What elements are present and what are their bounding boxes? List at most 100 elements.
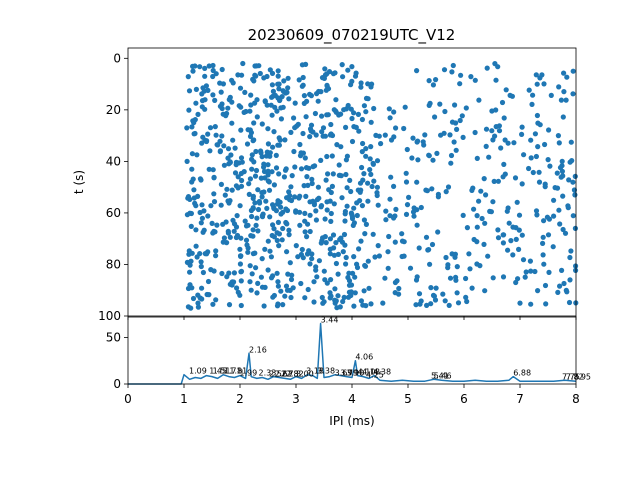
scatter-point xyxy=(244,141,251,147)
scatter-point xyxy=(261,164,267,170)
scatter-point xyxy=(307,261,313,267)
scatter-point xyxy=(213,132,219,138)
scatter-point xyxy=(387,196,393,202)
scatter-point xyxy=(197,251,203,257)
scatter-point xyxy=(530,92,536,98)
scatter-point xyxy=(258,175,264,181)
scatter-point xyxy=(230,137,236,143)
scatter-point xyxy=(376,253,382,259)
scatter-y-tick-label: 40 xyxy=(106,154,121,168)
scatter-point xyxy=(275,279,281,285)
scatter-point xyxy=(352,290,358,296)
scatter-point xyxy=(309,251,315,257)
scatter-point xyxy=(199,285,205,291)
peak-label: 7.75 xyxy=(562,372,580,381)
scatter-point xyxy=(254,215,260,221)
scatter-point xyxy=(320,125,327,131)
scatter-point xyxy=(349,138,356,145)
scatter-point xyxy=(401,125,407,132)
scatter-point xyxy=(567,254,573,261)
scatter-point xyxy=(304,174,310,180)
peak-label: 1.45 xyxy=(209,367,227,376)
scatter-point xyxy=(205,131,211,137)
scatter-point xyxy=(435,229,441,235)
scatter-point xyxy=(294,123,300,129)
scatter-point xyxy=(328,218,334,224)
scatter-point xyxy=(551,197,557,203)
scatter-point xyxy=(491,178,497,184)
scatter-point xyxy=(533,72,539,78)
scatter-point xyxy=(237,246,243,252)
scatter-point xyxy=(298,251,304,258)
scatter-point xyxy=(546,216,553,222)
scatter-point xyxy=(285,85,291,91)
peak-label: 3.00 xyxy=(296,370,314,379)
scatter-point xyxy=(351,303,357,309)
scatter-point xyxy=(232,145,238,151)
scatter-point xyxy=(238,268,245,274)
scatter-point xyxy=(572,192,578,198)
scatter-point xyxy=(429,241,436,248)
scatter-point xyxy=(385,249,391,255)
scatter-point xyxy=(528,268,534,274)
scatter-point xyxy=(550,244,556,250)
scatter-point xyxy=(318,157,324,163)
scatter-point xyxy=(516,246,522,252)
scatter-point xyxy=(219,133,225,139)
scatter-point xyxy=(255,187,261,193)
scatter-point xyxy=(331,252,337,258)
scatter-point xyxy=(404,202,411,208)
scatter-point xyxy=(532,268,538,275)
scatter-point xyxy=(208,203,214,209)
scatter-point xyxy=(563,97,569,103)
scatter-point xyxy=(349,115,355,122)
scatter-point xyxy=(526,165,532,172)
scatter-point xyxy=(503,87,509,93)
scatter-point xyxy=(437,101,443,107)
peak-label: 5.46 xyxy=(434,371,452,380)
scatter-point xyxy=(189,179,195,185)
scatter-point xyxy=(259,213,265,219)
scatter-point xyxy=(471,206,477,212)
scatter-point xyxy=(573,267,579,273)
scatter-point xyxy=(534,81,540,87)
scatter-point xyxy=(312,110,318,117)
scatter-point xyxy=(527,258,534,264)
scatter-point xyxy=(349,213,355,220)
scatter-point xyxy=(348,106,354,112)
scatter-point xyxy=(285,75,291,81)
scatter-point xyxy=(320,133,326,139)
scatter-point xyxy=(298,150,304,156)
scatter-point xyxy=(359,164,365,171)
scatter-point xyxy=(453,147,459,153)
scatter-point xyxy=(300,130,306,137)
scatter-point xyxy=(251,78,257,84)
scatter-point xyxy=(360,140,366,147)
scatter-point xyxy=(252,250,258,256)
scatter-point xyxy=(561,280,567,287)
scatter-point xyxy=(445,184,452,190)
scatter-point xyxy=(228,152,234,158)
scatter-point xyxy=(290,285,296,291)
scatter-point xyxy=(221,235,227,241)
peak-label: 2.33 xyxy=(259,369,277,378)
scatter-point xyxy=(358,80,364,86)
scatter-point xyxy=(375,243,381,249)
scatter-point xyxy=(560,173,566,179)
scatter-point xyxy=(238,127,244,133)
scatter-point xyxy=(375,202,381,208)
scatter-point xyxy=(286,227,292,233)
scatter-point xyxy=(368,144,374,150)
scatter-point xyxy=(274,237,280,244)
scatter-point xyxy=(237,85,244,91)
scatter-point xyxy=(233,224,240,230)
scatter-point xyxy=(195,193,201,199)
scatter-point xyxy=(430,82,436,88)
histogram-x-tick-label: 2 xyxy=(236,392,244,406)
scatter-point xyxy=(303,114,309,120)
scatter-point xyxy=(193,100,199,106)
scatter-point xyxy=(479,215,485,222)
scatter-point xyxy=(299,246,305,253)
scatter-point xyxy=(193,86,199,92)
scatter-point xyxy=(492,133,498,139)
